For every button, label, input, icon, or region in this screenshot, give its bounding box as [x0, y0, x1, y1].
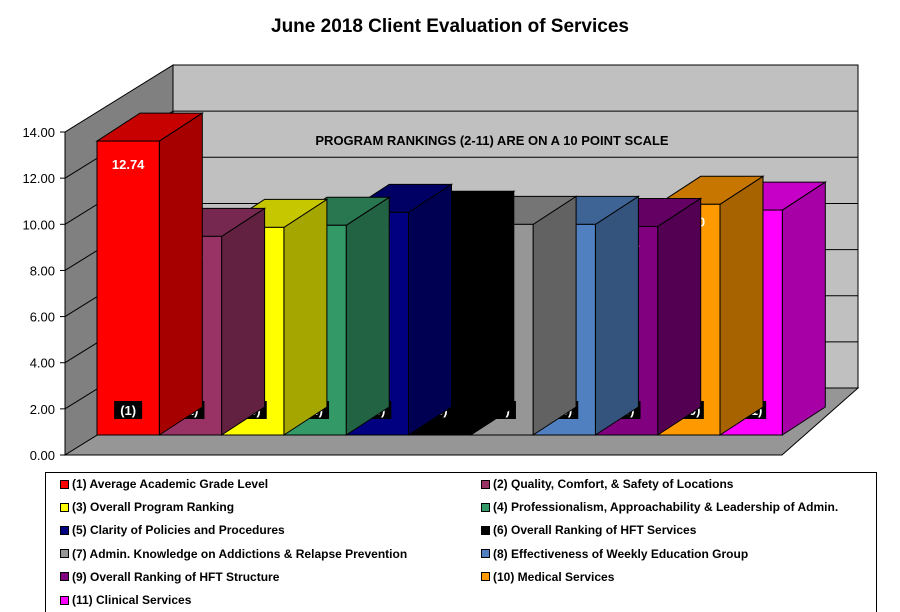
y-tick-label: 14.00 — [22, 125, 55, 140]
legend-item: (8) Effectiveness of Weekly Education Gr… — [481, 547, 748, 561]
legend-item: (11) Clinical Services — [60, 593, 191, 607]
legend-label: (3) Overall Program Ranking — [72, 500, 235, 515]
legend-swatch — [481, 525, 490, 535]
legend: (1) Average Academic Grade Level (2) Qual… — [45, 472, 877, 612]
legend-swatch — [481, 572, 490, 582]
legend-label: (1) Average Academic Grade Level — [72, 477, 269, 491]
chart-annotation: PROGRAM RANKINGS (2-11) ARE ON A 10 POIN… — [315, 133, 669, 148]
legend-label: (9) Overall Ranking of HFT Structure — [72, 569, 280, 584]
bar-side — [283, 198, 328, 436]
legend-label: (2) Quality, Comfort, & Safety of Locati… — [493, 477, 734, 491]
legend-item: (2) Quality, Comfort, & Safety of Locati… — [481, 477, 733, 491]
legend-swatch — [60, 572, 69, 582]
data-label: 12.74 — [112, 157, 145, 172]
category-label-box — [114, 401, 143, 419]
y-tick-label: 10.00 — [22, 217, 55, 232]
bar-side — [657, 197, 702, 436]
legend-swatch — [60, 479, 69, 489]
y-tick-label: 4.00 — [30, 356, 55, 371]
legend-swatch — [481, 502, 490, 512]
legend-swatch — [60, 502, 69, 512]
chart-title: June 2018 Client Evaluation of Services — [271, 16, 629, 37]
legend-swatch — [60, 549, 69, 559]
legend-label: (4) Professionalism, Approachability & L… — [493, 500, 839, 515]
y-tick-label: 6.00 — [30, 310, 55, 325]
y-tick-label: 8.00 — [30, 263, 55, 278]
bar-side — [345, 196, 390, 436]
legend-label: (6) Overall Ranking of HFT Services — [493, 523, 697, 538]
y-tick-label: 12.00 — [22, 171, 55, 186]
y-tick-label: 0.00 — [30, 448, 55, 463]
bar-side — [408, 183, 452, 436]
bar-1: 12.74 (1) — [95, 112, 204, 436]
legend-item: (9) Overall Ranking of HFT Structure — [60, 570, 279, 584]
bar-side — [719, 175, 764, 436]
bar-front — [96, 140, 160, 436]
legend-swatch — [60, 595, 69, 605]
legend-item: (10) Medical Services — [481, 570, 614, 584]
bar-side — [594, 195, 639, 436]
category-label: (1) — [120, 403, 136, 418]
chart-plot: 0.00 2.00 4.00 6.00 8.00 10.00 12.00 14.00 PROGR… — [22, 64, 860, 463]
legend-item: (5) Clarity of Policies and Procedures — [60, 523, 285, 537]
legend-item: (7) Admin. Knowledge on Addictions & Rel… — [60, 547, 407, 561]
bar-side — [221, 207, 266, 436]
legend-item: (4) Professionalism, Approachability & L… — [481, 500, 838, 514]
legend-item: (6) Overall Ranking of HFT Services — [481, 523, 696, 537]
legend-label: (11) Clinical Services — [72, 593, 192, 607]
legend-label: (10) Medical Services — [493, 569, 615, 584]
legend-item: (3) Overall Program Ranking — [60, 500, 234, 514]
legend-label: (5) Clarity of Policies and Procedures — [72, 523, 285, 538]
legend-label: (8) Effectiveness of Weekly Education Gr… — [493, 546, 749, 561]
bar-side — [532, 195, 577, 436]
bar-side — [158, 112, 203, 436]
bar-side — [470, 190, 515, 436]
bar-side — [781, 181, 826, 436]
y-tick-label: 2.00 — [30, 402, 55, 417]
legend-swatch — [60, 525, 69, 535]
legend-label: (7) Admin. Knowledge on Addictions & Rel… — [72, 546, 408, 561]
legend-item: (1) Average Academic Grade Level — [60, 477, 268, 491]
legend-swatch — [481, 479, 490, 489]
legend-swatch — [481, 549, 490, 559]
